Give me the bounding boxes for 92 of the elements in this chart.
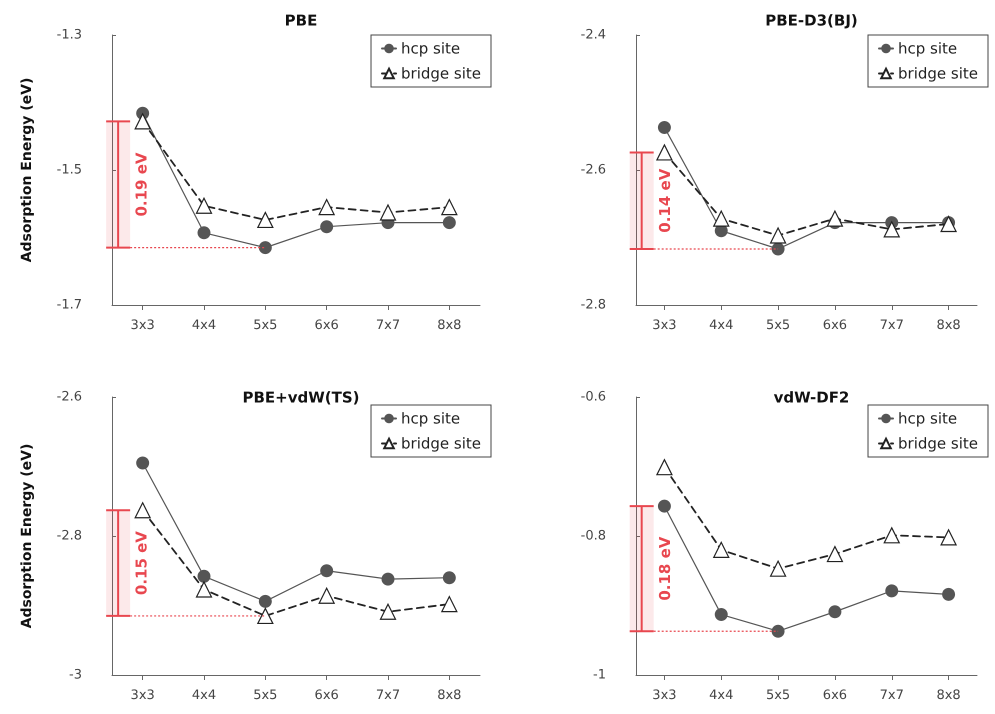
legend-label: hcp site (898, 410, 958, 428)
point (884, 221, 900, 238)
y-tick-label: -2.4 (580, 28, 606, 42)
band-label: 0.18 eV (656, 536, 674, 601)
point (770, 227, 786, 244)
x-tick-label: 4x4 (192, 318, 216, 333)
x-tick-label: 7x7 (376, 688, 400, 703)
x-tick-label: 5x5 (766, 688, 790, 703)
y-tick-label: -1.7 (56, 298, 82, 312)
point (382, 572, 394, 586)
x-tick-label: 8x8 (936, 318, 961, 333)
legend-label: bridge site (401, 434, 482, 452)
x-tick-label: 3x3 (652, 318, 677, 333)
point (442, 216, 456, 230)
x-tick-label: 5x5 (766, 318, 790, 333)
legend-label: bridge site (401, 64, 482, 82)
x-tick-label: 3x3 (130, 688, 155, 703)
point (940, 216, 957, 232)
band-label: 0.19 eV (132, 152, 151, 217)
point (713, 210, 730, 227)
legend-label: hcp site (401, 40, 460, 58)
y-tick-label: -1 (593, 668, 606, 682)
band-label: 0.14 eV (656, 168, 674, 233)
point (380, 204, 396, 221)
point (826, 210, 844, 227)
legend-label: hcp site (898, 40, 958, 58)
point (658, 500, 671, 513)
point (257, 212, 274, 228)
point (441, 199, 458, 216)
x-tick-label: 3x3 (652, 688, 677, 703)
x-tick-label: 8x8 (437, 318, 462, 333)
x-tick-label: 4x4 (192, 688, 216, 703)
point (772, 624, 785, 638)
x-tick-label: 4x4 (709, 688, 734, 703)
x-tick-label: 6x6 (822, 688, 848, 703)
point (318, 588, 335, 604)
point (196, 581, 212, 598)
x-tick-label: 4x4 (709, 318, 734, 333)
point (656, 144, 673, 161)
chart-title: PBE (284, 12, 318, 30)
x-tick-label: 7x7 (880, 318, 904, 333)
point (257, 608, 274, 624)
y-tick-label: -2.6 (580, 162, 606, 178)
x-tick-label: 6x6 (314, 318, 339, 333)
x-tick-label: 3x3 (130, 318, 155, 333)
point (442, 571, 456, 584)
point (320, 220, 334, 234)
y-tick-label: -0.6 (580, 390, 606, 404)
chart-title: PBE-D3(BJ) (765, 12, 858, 30)
x-tick-label: 5x5 (253, 318, 278, 333)
point (714, 608, 728, 622)
x-tick-label: 8x8 (437, 688, 462, 703)
point (134, 502, 151, 518)
point (656, 459, 673, 476)
point (136, 456, 150, 470)
legend-label: hcp site (401, 410, 460, 428)
point (198, 570, 210, 583)
point (258, 594, 272, 608)
y-tick-label: -2.6 (56, 390, 82, 404)
point (713, 542, 730, 558)
point (658, 120, 671, 134)
point (772, 242, 785, 256)
band-label: 0.15 eV (132, 530, 151, 596)
y-tick-label: -1.5 (56, 162, 82, 178)
x-tick-label: 7x7 (376, 318, 400, 333)
point (198, 226, 210, 240)
point (942, 588, 956, 601)
point (826, 546, 844, 562)
point (884, 527, 900, 544)
y-tick-label: -2.8 (580, 298, 606, 312)
x-tick-label: 8x8 (936, 688, 961, 703)
x-tick-label: 6x6 (314, 688, 339, 703)
x-tick-label: 7x7 (880, 688, 904, 703)
x-tick-label: 6x6 (822, 318, 848, 333)
point (828, 605, 842, 618)
point (770, 560, 786, 577)
point (320, 564, 334, 578)
y-tick-label: -2.8 (56, 528, 82, 544)
y-axis-title: Adsorption Energy (eV) (19, 78, 35, 262)
legend-label: bridge site (898, 434, 978, 452)
y-axis-title: Adsorption Energy (eV) (19, 444, 35, 628)
x-tick-label: 5x5 (253, 688, 278, 703)
point (258, 241, 272, 254)
chart-title: vdW-DF2 (774, 388, 850, 406)
y-tick-label: -1.3 (56, 28, 82, 42)
point (318, 199, 335, 216)
legend-label: bridge site (898, 64, 978, 82)
point (885, 584, 898, 598)
point (134, 113, 151, 130)
y-tick-label: -3 (69, 668, 82, 682)
y-tick-label: -0.8 (580, 528, 606, 544)
chart-title: PBE+vdW(TS) (242, 388, 360, 406)
